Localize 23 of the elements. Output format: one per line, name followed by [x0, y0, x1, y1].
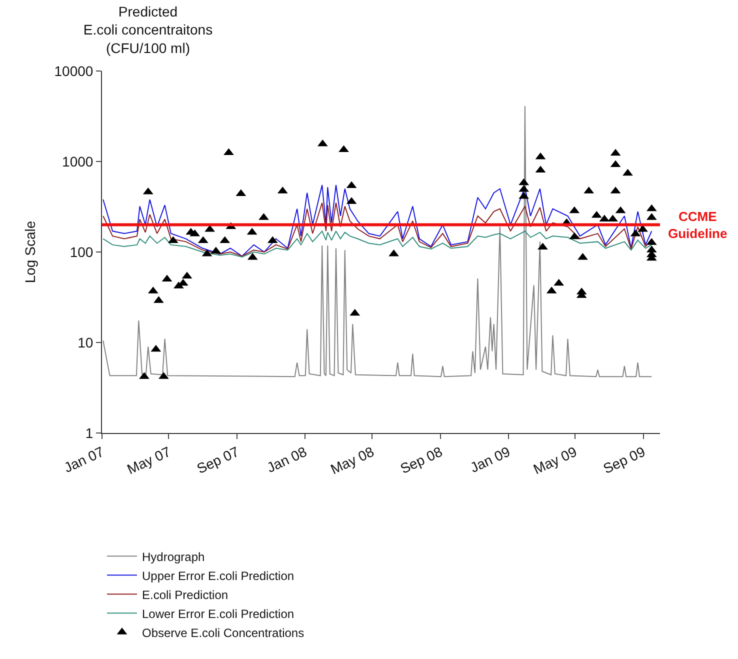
x-tick-label: Jan 07: [61, 443, 106, 476]
x-tick-label: Jan 08: [264, 443, 310, 476]
line-series: [102, 106, 652, 378]
chart-title: Predicted E.coli concentraitons (CFU/100 ml): [83, 3, 213, 56]
y-axis-title: Log Scale: [22, 220, 38, 284]
x-tick-label: Sep 08: [398, 443, 445, 477]
legend-label: Lower Error E.coli Prediction: [142, 606, 294, 621]
y-tick-label: 10: [78, 334, 94, 350]
ref-line-label: CCME Guideline: [668, 209, 728, 241]
legend-label: E.coli Prediction: [142, 588, 228, 602]
x-tick-label: Jan 09: [468, 443, 513, 476]
y-tick-label: 100: [70, 244, 94, 260]
x-tick-label: Sep 07: [194, 443, 242, 477]
x-tick-label: May 08: [328, 443, 377, 478]
x-tick-label: May 07: [124, 443, 174, 478]
x-tick-label: Sep 09: [600, 443, 648, 477]
y-tick-label: 10000: [54, 62, 94, 79]
legend-label: Observe E.coli Concentrations: [142, 626, 304, 640]
legend-label: Upper Error E.coli Prediction: [142, 568, 294, 583]
legend-label: Hydrograph: [142, 550, 205, 564]
y-tick-label: 1000: [62, 153, 94, 170]
x-tick-label: May 09: [530, 443, 580, 478]
y-tick-label: 1: [85, 424, 94, 441]
